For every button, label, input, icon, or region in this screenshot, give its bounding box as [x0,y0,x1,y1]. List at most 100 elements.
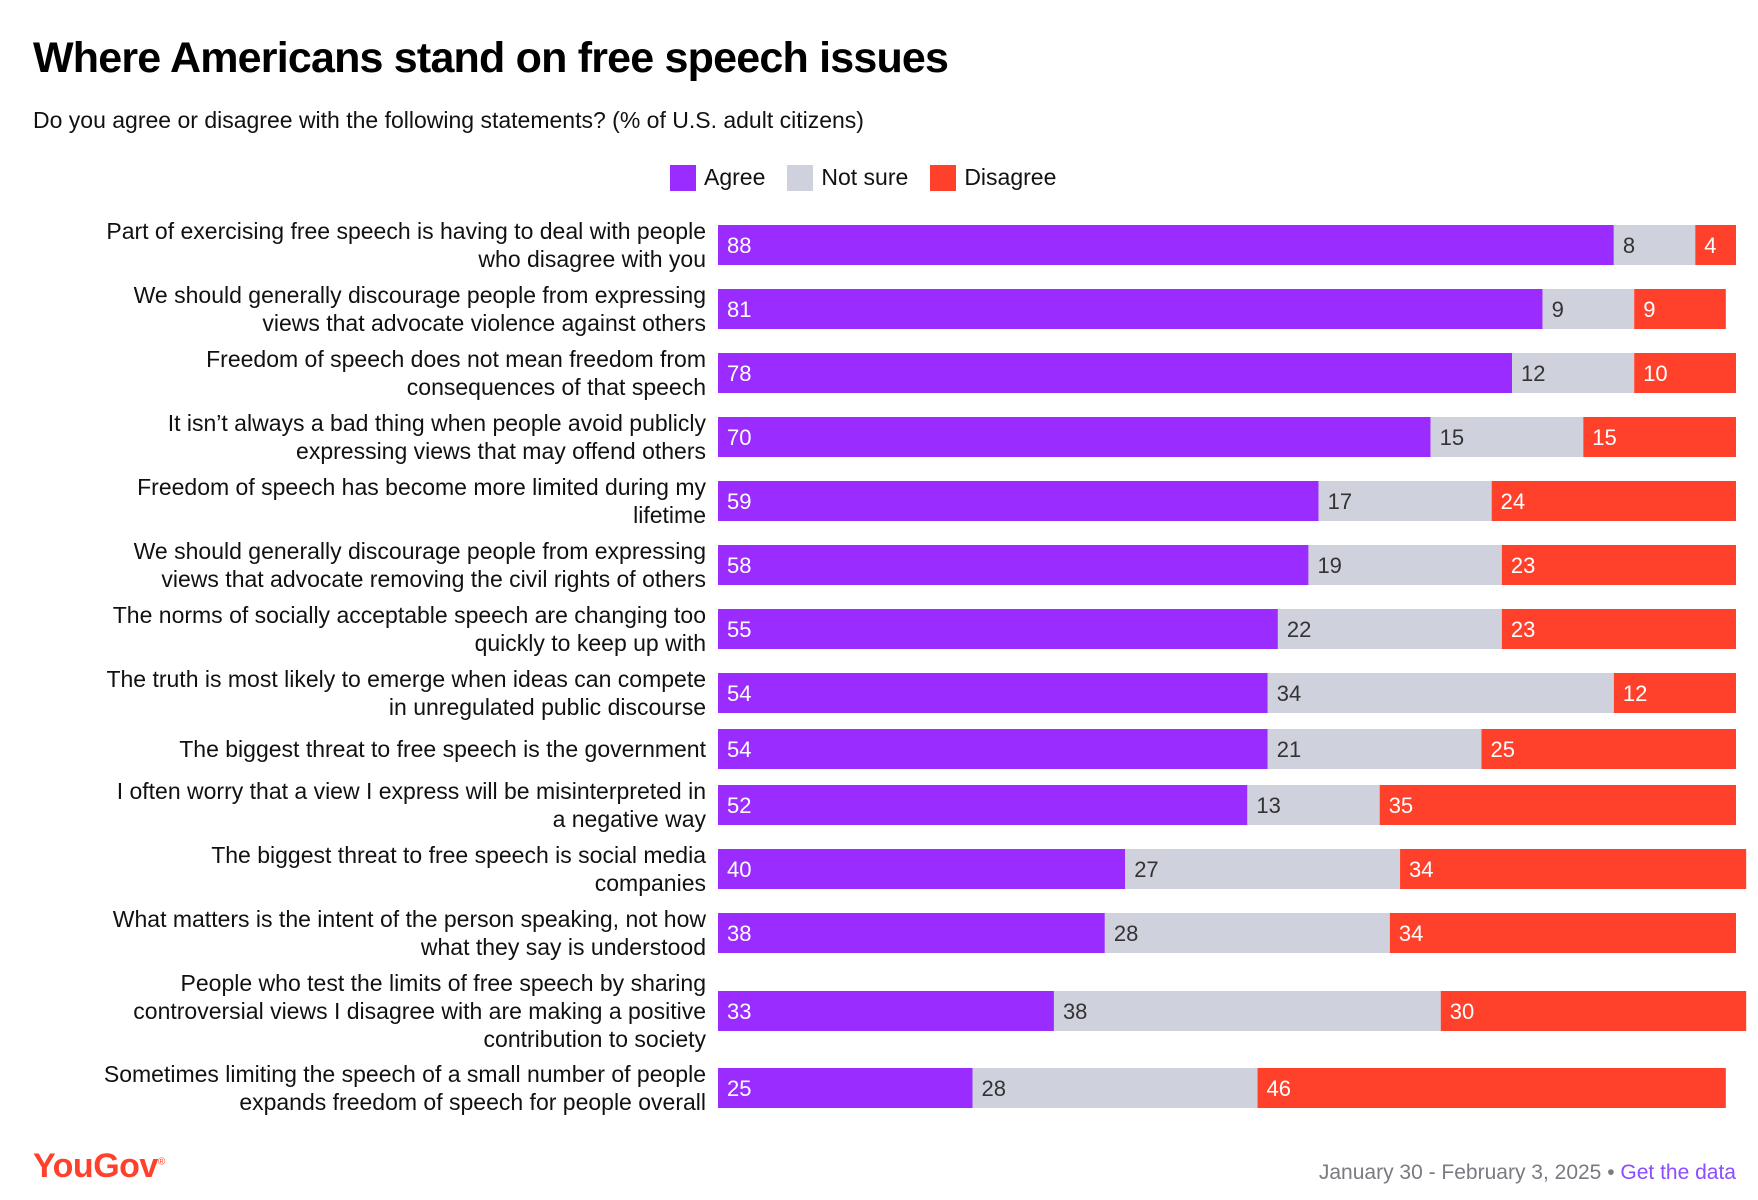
value-label-not-sure: 28 [1114,921,1138,946]
bar-segment-not-sure [1542,289,1635,329]
get-the-data-link[interactable]: Get the data [1620,1161,1736,1184]
bar-segment-not-sure [1512,353,1635,393]
survey-dates: January 30 - February 3, 2025 [1318,1161,1602,1184]
category-label-line: companies [595,870,706,896]
value-label-disagree: 23 [1511,617,1535,642]
bar-segment-agree [718,1068,973,1108]
value-label-disagree: 35 [1389,793,1413,818]
value-label-disagree: 9 [1643,297,1655,322]
category-label: What matters is the intent of the person… [113,906,707,960]
footer-separator: • [1607,1161,1615,1184]
category-label: The biggest threat to free speech is soc… [211,842,706,896]
bar-segment-agree [718,353,1513,393]
value-label-not-sure: 9 [1552,297,1564,322]
bar-segment-disagree [1257,1068,1726,1108]
bar-segment-agree [718,729,1268,769]
value-label-not-sure: 13 [1256,793,1280,818]
value-label-disagree: 12 [1623,681,1647,706]
bar-segment-agree [718,785,1248,825]
legend-item-disagree: Disagree [930,164,1056,191]
bar-segment-disagree [1634,353,1736,393]
registered-mark: ® [157,1156,165,1168]
category-label-line: views that advocate violence against oth… [262,310,706,336]
category-label-line: a negative way [553,806,707,832]
category-label-line: The biggest threat to free speech is soc… [211,842,706,868]
bar-segment-agree [718,673,1268,713]
value-label-agree: 70 [727,425,751,450]
category-label-line: consequences of that speech [407,374,706,400]
chart-subtitle: Do you agree or disagree with the follow… [33,107,864,133]
category-label-line: We should generally discourage people fr… [134,282,706,308]
category-label: We should generally discourage people fr… [134,282,706,336]
category-label: Freedom of speech does not mean freedom … [206,346,706,400]
bar-segment-not-sure [1125,849,1401,889]
bar-segment-not-sure [1308,545,1502,585]
bar-segment-not-sure [1267,673,1614,713]
legend-label-agree: Agree [704,164,766,190]
value-label-not-sure: 38 [1063,999,1087,1024]
category-label: Sometimes limiting the speech of a small… [104,1061,706,1115]
category-label-line: What matters is the intent of the person… [113,906,707,932]
bar-segment-disagree [1613,673,1736,713]
bar-segment-not-sure [1104,913,1390,953]
category-label: The norms of socially acceptable speech … [113,602,706,656]
category-label-line: We should generally discourage people fr… [134,538,706,564]
category-label: The truth is most likely to emerge when … [106,666,706,720]
category-label: The biggest threat to free speech is the… [179,736,706,762]
value-label-disagree: 25 [1491,737,1515,762]
bar-segment-disagree [1634,289,1726,329]
bar-segment-disagree [1379,785,1736,825]
value-label-not-sure: 22 [1287,617,1311,642]
category-label-line: views that advocate removing the civil r… [161,566,706,592]
bar-segment-agree [718,417,1431,457]
category-label-line: expressing views that may offend others [296,438,706,464]
value-label-not-sure: 28 [982,1076,1006,1101]
legend-swatch-disagree [930,164,957,191]
value-label-not-sure: 19 [1317,553,1341,578]
bar-segment-not-sure [1613,225,1696,265]
value-label-disagree: 34 [1399,921,1423,946]
value-label-agree: 52 [727,793,751,818]
category-label-line: The truth is most likely to emerge when … [106,666,706,692]
value-label-agree: 58 [727,553,751,578]
value-label-disagree: 30 [1450,999,1474,1024]
value-label-agree: 38 [727,921,751,946]
legend-label-not-sure: Not sure [821,164,909,190]
bar-segment-disagree [1501,609,1736,649]
value-label-not-sure: 17 [1328,489,1352,514]
category-label-line: I often worry that a view I express will… [117,778,706,804]
bar-segment-agree [718,991,1054,1031]
category-label-line: controversial views I disagree with are … [133,998,706,1024]
bar-segment-disagree [1695,225,1736,265]
logo-text: YouGov [33,1147,158,1185]
category-label-line: It isn’t always a bad thing when people … [168,410,707,436]
bar-segment-disagree [1583,417,1736,457]
value-label-not-sure: 21 [1277,737,1301,762]
bar-segment-disagree [1389,913,1736,953]
bar-segment-not-sure [1430,417,1584,457]
category-label-line: The norms of socially acceptable speech … [113,602,706,628]
value-label-disagree: 10 [1643,361,1667,386]
value-label-disagree: 15 [1592,425,1616,450]
value-label-not-sure: 8 [1623,233,1635,258]
value-label-not-sure: 34 [1277,681,1301,706]
category-label-line: Freedom of speech has become more limite… [137,474,706,500]
legend-item-not-sure: Not sure [787,164,908,191]
bar-segment-agree [718,609,1278,649]
category-label: Part of exercising free speech is having… [106,218,706,272]
bar-segment-not-sure [1053,991,1441,1031]
value-label-not-sure: 12 [1521,361,1545,386]
legend-label-disagree: Disagree [964,164,1057,190]
value-label-agree: 81 [727,297,751,322]
bar-segment-agree [718,545,1309,585]
bar-segment-disagree [1400,849,1747,889]
category-label: Freedom of speech has become more limite… [137,474,706,528]
value-label-agree: 59 [727,489,751,514]
bar-segment-not-sure [1247,785,1380,825]
bar-segment-disagree [1501,545,1736,585]
category-label-line: Sometimes limiting the speech of a small… [104,1061,706,1087]
value-label-agree: 33 [727,999,751,1024]
legend-swatch-agree [670,164,696,191]
category-label-line: who disagree with you [477,246,706,272]
